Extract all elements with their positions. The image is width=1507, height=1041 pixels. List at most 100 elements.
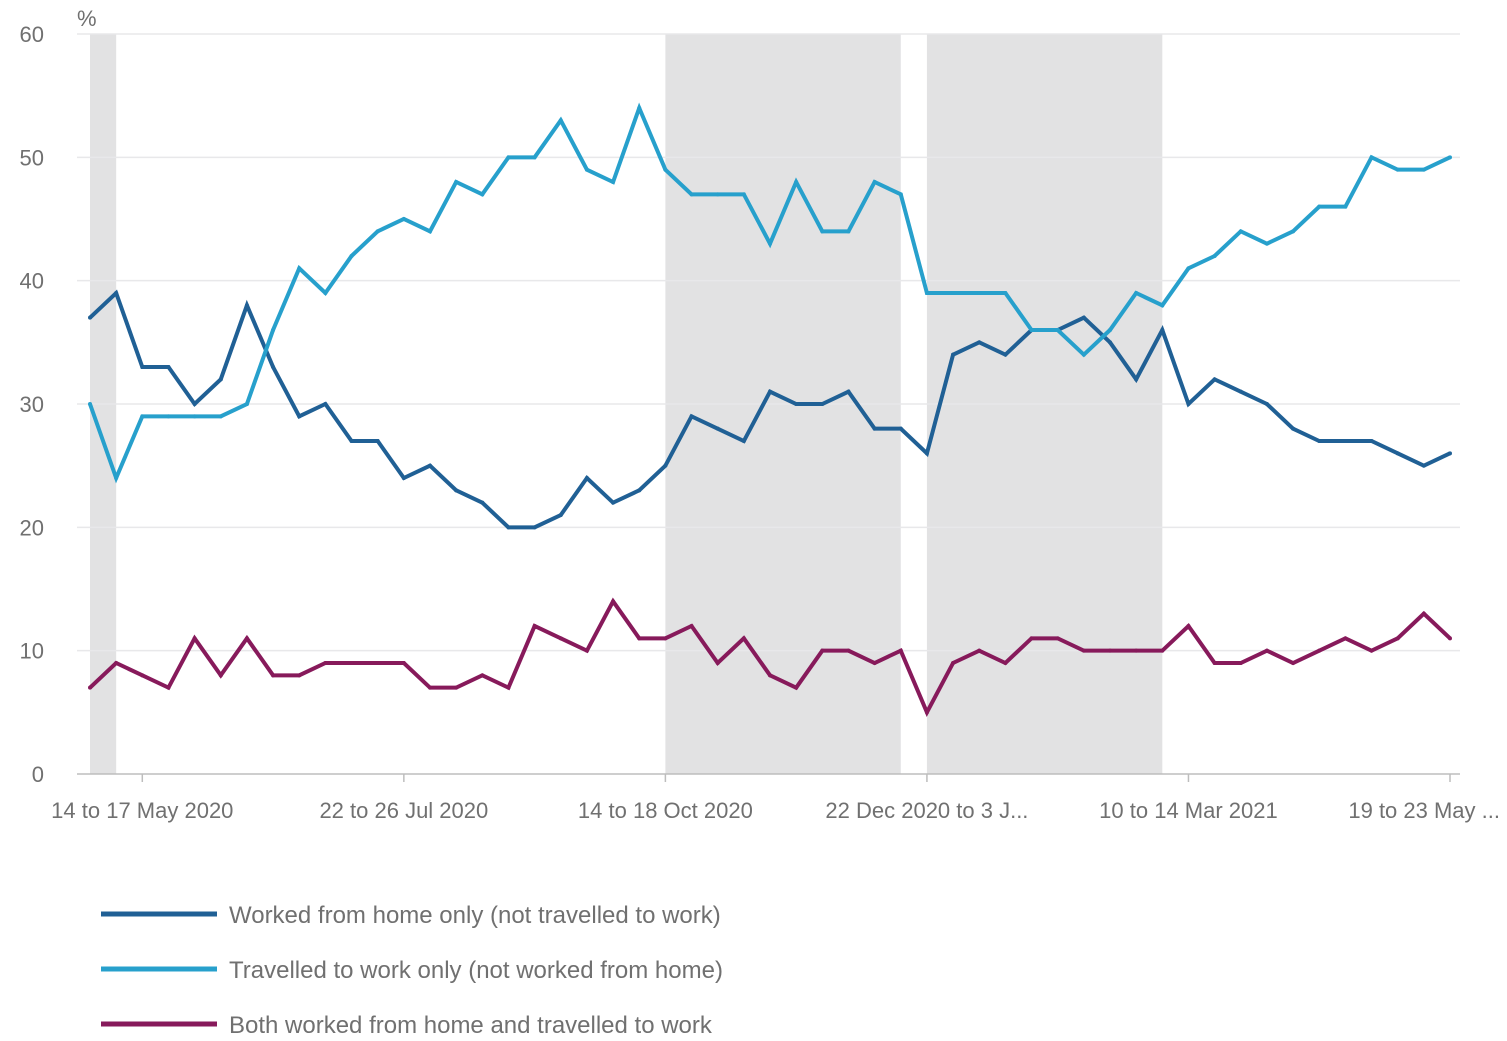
data-point bbox=[977, 648, 982, 653]
data-point bbox=[428, 685, 432, 690]
data-point bbox=[1343, 636, 1348, 641]
data-point bbox=[1160, 328, 1165, 332]
data-point bbox=[898, 426, 903, 431]
y-tick-label: 20 bbox=[20, 515, 44, 540]
series-lines bbox=[88, 102, 1452, 717]
data-point bbox=[166, 365, 171, 369]
legend-label: Worked from home only (not travelled to … bbox=[229, 902, 721, 929]
data-point bbox=[1421, 463, 1426, 468]
data-point bbox=[428, 229, 432, 234]
data-point bbox=[558, 513, 563, 517]
y-tick-label: 60 bbox=[20, 22, 44, 47]
data-point bbox=[323, 661, 328, 665]
data-point bbox=[768, 241, 772, 246]
data-point bbox=[558, 118, 563, 123]
data-point bbox=[323, 291, 328, 295]
x-tick-label: 22 Dec 2020 to 3 J... bbox=[825, 798, 1028, 823]
data-point bbox=[88, 402, 92, 406]
data-point bbox=[1160, 303, 1165, 308]
data-point bbox=[1395, 451, 1400, 456]
data-point bbox=[1369, 648, 1374, 653]
axes: % 0 10 20 30 40 50 60 14 to 17 May 2020 22 to 26… bbox=[20, 6, 1500, 823]
y-tick-label: 30 bbox=[20, 392, 44, 417]
data-point bbox=[1343, 439, 1348, 443]
data-point bbox=[88, 685, 92, 690]
data-point bbox=[1108, 340, 1112, 345]
data-point bbox=[1134, 377, 1139, 382]
data-point bbox=[924, 291, 929, 295]
legend: Worked from home only (not travelled to … bbox=[101, 902, 723, 1039]
data-point bbox=[166, 414, 171, 419]
data-point bbox=[1160, 648, 1165, 653]
data-point bbox=[951, 291, 956, 295]
data-point bbox=[715, 661, 720, 665]
data-point bbox=[872, 661, 877, 665]
data-point bbox=[846, 648, 851, 653]
data-point bbox=[1108, 328, 1112, 332]
x-tick-label: 22 to 26 Jul 2020 bbox=[319, 798, 488, 823]
data-point bbox=[951, 661, 956, 665]
data-point bbox=[218, 673, 223, 678]
data-point bbox=[637, 636, 642, 641]
data-point bbox=[506, 155, 511, 160]
data-point bbox=[297, 414, 302, 419]
data-point bbox=[741, 636, 746, 641]
data-point bbox=[611, 500, 616, 505]
data-point bbox=[88, 315, 92, 320]
data-point bbox=[1264, 241, 1269, 246]
data-point bbox=[846, 389, 851, 394]
data-point bbox=[114, 476, 119, 480]
data-point bbox=[1212, 661, 1217, 665]
y-tick-label: 0 bbox=[32, 762, 44, 787]
data-point bbox=[558, 636, 563, 641]
data-point bbox=[349, 661, 354, 665]
y-axis-unit-label: % bbox=[77, 6, 97, 31]
data-point bbox=[454, 685, 459, 690]
data-point bbox=[1081, 352, 1086, 357]
data-point bbox=[1264, 648, 1269, 653]
data-point bbox=[1003, 352, 1008, 357]
data-point bbox=[480, 673, 485, 678]
data-point bbox=[1238, 229, 1243, 234]
data-point bbox=[506, 525, 511, 530]
data-point bbox=[114, 291, 119, 295]
data-point bbox=[218, 377, 223, 382]
data-point bbox=[140, 673, 145, 678]
data-point bbox=[401, 217, 406, 221]
data-point bbox=[1264, 402, 1269, 406]
data-point bbox=[192, 636, 197, 641]
data-point bbox=[1317, 439, 1322, 443]
data-point bbox=[1186, 624, 1191, 628]
data-point bbox=[375, 439, 380, 443]
legend-label: Travelled to work only (not worked from … bbox=[229, 957, 723, 984]
data-point bbox=[741, 192, 746, 197]
data-point bbox=[689, 624, 694, 628]
data-point bbox=[872, 426, 877, 431]
series-3 bbox=[88, 597, 1452, 717]
data-point bbox=[480, 192, 485, 197]
data-point bbox=[271, 673, 276, 678]
data-point bbox=[1003, 661, 1008, 665]
data-point bbox=[741, 439, 746, 443]
data-point bbox=[192, 414, 197, 419]
data-point bbox=[1369, 155, 1374, 160]
data-point bbox=[794, 180, 799, 184]
data-point bbox=[584, 167, 589, 172]
data-point bbox=[977, 291, 982, 295]
data-point bbox=[1291, 229, 1296, 234]
data-point bbox=[244, 402, 249, 406]
data-point bbox=[1291, 661, 1296, 665]
data-point bbox=[1317, 648, 1322, 653]
data-point bbox=[1448, 451, 1452, 456]
data-point bbox=[1134, 291, 1139, 295]
data-point bbox=[637, 488, 642, 493]
data-point bbox=[1343, 204, 1348, 209]
data-point bbox=[140, 365, 145, 369]
data-point bbox=[820, 229, 825, 234]
data-point bbox=[637, 106, 642, 110]
data-point bbox=[375, 661, 380, 665]
data-point bbox=[1448, 155, 1452, 160]
data-point bbox=[532, 525, 537, 530]
